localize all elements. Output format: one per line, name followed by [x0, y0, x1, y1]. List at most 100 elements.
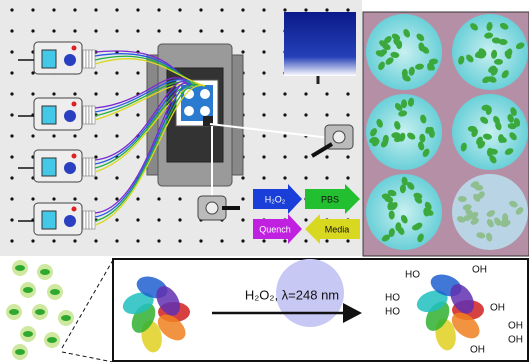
- pump-button: [72, 102, 77, 107]
- cell-core: [40, 269, 50, 275]
- hole: [346, 113, 349, 116]
- hole: [283, 92, 286, 95]
- syringe: [86, 211, 89, 229]
- hole: [262, 176, 265, 179]
- hole: [199, 29, 202, 32]
- hole: [52, 29, 55, 32]
- hole: [157, 8, 160, 11]
- hole: [115, 197, 118, 200]
- hole: [10, 197, 13, 200]
- hole: [136, 155, 139, 158]
- hole: [94, 239, 97, 242]
- hydroxyl-label: OH: [508, 335, 523, 346]
- hole: [73, 92, 76, 95]
- hole: [52, 8, 55, 11]
- hole: [73, 239, 76, 242]
- hole: [325, 155, 328, 158]
- hole: [94, 134, 97, 137]
- hole: [346, 155, 349, 158]
- syringe: [89, 158, 92, 176]
- hole: [115, 239, 118, 242]
- hole: [10, 155, 13, 158]
- zoom-line: [62, 260, 113, 348]
- syringe: [86, 158, 89, 176]
- hole: [304, 113, 307, 116]
- figure: H₂O₂ PBS Quench Media H₂O₂, λ=248 nm HOO…: [0, 0, 529, 362]
- pump-button: [72, 154, 77, 159]
- hole: [115, 71, 118, 74]
- hole: [136, 218, 139, 221]
- hole: [304, 92, 307, 95]
- hole: [115, 8, 118, 11]
- hydroxyl-label: OH: [470, 345, 485, 356]
- hydroxyl-label: HO: [385, 307, 400, 318]
- arrow-label: PBS: [321, 194, 339, 204]
- hole: [199, 239, 202, 242]
- hole: [241, 197, 244, 200]
- hole: [31, 8, 34, 11]
- hole: [94, 71, 97, 74]
- hole: [136, 113, 139, 116]
- hole: [10, 176, 13, 179]
- cell-core: [50, 289, 60, 295]
- hole: [283, 176, 286, 179]
- hole: [241, 29, 244, 32]
- hole: [31, 197, 34, 200]
- syringe: [92, 106, 95, 124]
- hole: [115, 92, 118, 95]
- hole: [178, 239, 181, 242]
- hydroxyl-label: OH: [472, 265, 487, 276]
- pump-button: [72, 207, 77, 212]
- hole: [10, 71, 13, 74]
- hole: [94, 8, 97, 11]
- hole: [304, 155, 307, 158]
- hole: [73, 29, 76, 32]
- cell: [494, 59, 503, 65]
- pump-screen: [42, 50, 56, 68]
- hole: [136, 197, 139, 200]
- hole: [283, 239, 286, 242]
- hole: [10, 113, 13, 116]
- syringe: [92, 211, 95, 229]
- hole: [115, 113, 118, 116]
- hole: [115, 176, 118, 179]
- hole: [262, 134, 265, 137]
- arrow-label: H₂O₂: [265, 194, 286, 204]
- cell-core: [23, 331, 33, 337]
- hole: [283, 155, 286, 158]
- hole: [10, 8, 13, 11]
- hole: [10, 92, 13, 95]
- hole: [199, 8, 202, 11]
- hole: [52, 239, 55, 242]
- hole: [115, 218, 118, 221]
- hole: [52, 134, 55, 137]
- hole: [325, 8, 328, 11]
- hole: [31, 92, 34, 95]
- pump-screen: [42, 211, 56, 229]
- hole: [304, 218, 307, 221]
- hole: [157, 197, 160, 200]
- hole: [10, 29, 13, 32]
- hole: [10, 50, 13, 53]
- hole: [178, 197, 181, 200]
- hole: [241, 8, 244, 11]
- cell-core: [35, 309, 45, 315]
- hole: [262, 155, 265, 158]
- hole: [157, 218, 160, 221]
- hole: [304, 176, 307, 179]
- hydroxyl-label: OH: [490, 303, 505, 314]
- hole: [136, 29, 139, 32]
- hole: [136, 8, 139, 11]
- pump-dial: [64, 54, 76, 66]
- hole: [262, 29, 265, 32]
- hole: [325, 92, 328, 95]
- syringe: [83, 50, 86, 68]
- arrow-label: Media: [325, 224, 350, 234]
- hole: [241, 176, 244, 179]
- hole: [73, 8, 76, 11]
- hole: [73, 134, 76, 137]
- cell-core: [9, 309, 19, 315]
- pump-screen: [42, 158, 56, 176]
- syringe: [83, 211, 86, 229]
- hole: [136, 71, 139, 74]
